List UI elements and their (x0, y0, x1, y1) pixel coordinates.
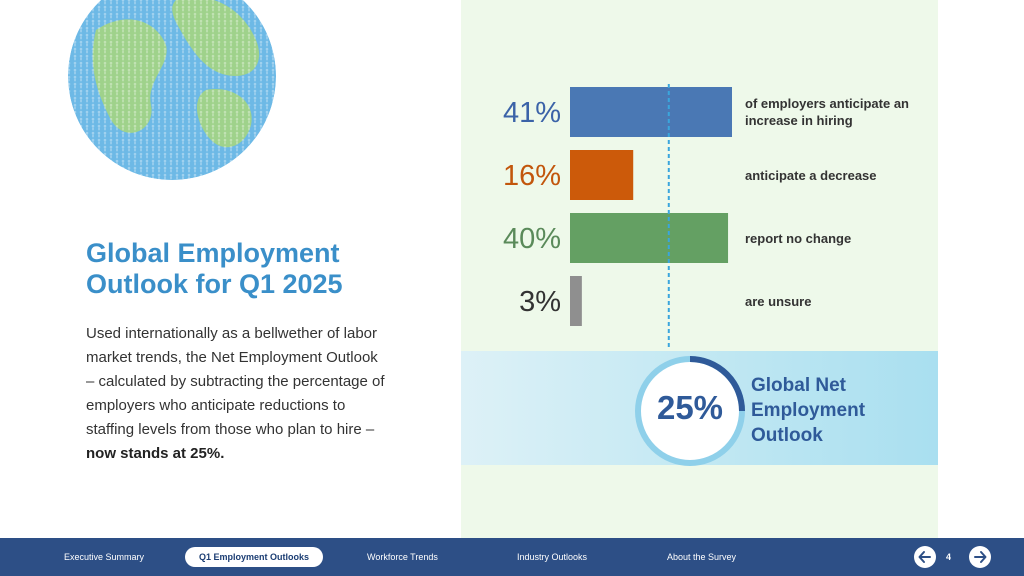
net-outlook-value: 25% (656, 389, 724, 426)
nav-tab-q1-employment-outlooks[interactable]: Q1 Employment Outlooks (185, 547, 324, 567)
intro-body-text: Used internationally as a bellwether of … (86, 325, 385, 438)
arrow-left-icon (918, 551, 931, 563)
bar-value-label: 3% (519, 286, 561, 318)
bottom-navigation: Executive Summary Q1 Employment Outlooks W… (0, 538, 1024, 576)
intro-paragraph: Used internationally as a bellwether of … (86, 322, 386, 466)
intro-emphasis: now stands at 25%. (86, 445, 225, 462)
employer-expectations-chart: 41% of employers anticipate an increase i… (461, 0, 938, 350)
globe-people-illustration (68, 0, 276, 180)
arrow-right-icon (974, 551, 987, 563)
next-page-button[interactable] (969, 546, 991, 568)
bar-category-label: report no change (745, 231, 852, 246)
outlook-panel: 41% of employers anticipate an increase i… (461, 0, 938, 538)
bar-report-no-change (570, 213, 729, 263)
previous-page-button[interactable] (914, 546, 936, 568)
bar-category-label: are unsure (745, 294, 812, 309)
bar-category-label: anticipate a decrease (745, 168, 877, 183)
nav-tab-workforce-trends[interactable]: Workforce Trends (367, 552, 438, 562)
bar-value-label: 41% (502, 97, 561, 129)
bar-are-unsure (570, 276, 582, 326)
bar-chart-svg (570, 84, 732, 350)
bar-value-label: 40% (502, 223, 561, 255)
nav-tab-industry-outlooks[interactable]: Industry Outlooks (517, 552, 588, 562)
net-outlook-label: Global Net Employment Outlook (751, 375, 866, 446)
bar-value-label: 16% (502, 160, 561, 192)
bar-of-employers-anticipate-an-increase-in-hiring (570, 87, 732, 137)
outlook-ring-gauge (635, 356, 745, 466)
page-number: 4 (946, 552, 952, 562)
nav-tab-about-the-survey[interactable]: About the Survey (667, 552, 737, 562)
page-title: Global Employment Outlook for Q1 2025 (86, 238, 343, 299)
bar-category-label: of employers anticipate an increase in h… (745, 96, 909, 128)
nav-tab-executive-summary[interactable]: Executive Summary (64, 552, 145, 562)
bar-anticipate-a-decrease (570, 150, 634, 200)
